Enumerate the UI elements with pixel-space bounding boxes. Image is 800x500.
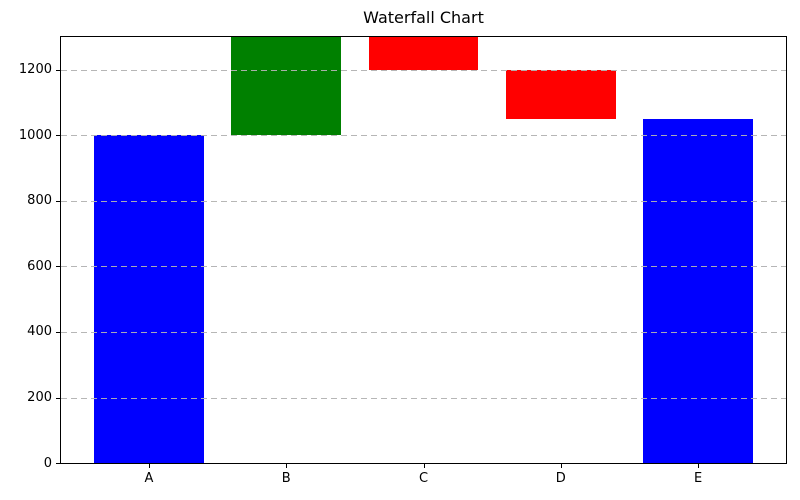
y-tick-mark <box>56 135 60 137</box>
chart-title: Waterfall Chart <box>363 8 484 27</box>
x-tick-mark <box>423 464 425 468</box>
x-tick-mark <box>286 464 288 468</box>
y-tick-label: 800 <box>27 193 52 209</box>
y-tick-label: 0 <box>43 455 52 471</box>
x-tick-mark <box>148 464 150 468</box>
plot-area <box>60 36 787 464</box>
y-tick-mark <box>56 69 60 71</box>
x-tick-label: E <box>693 471 703 486</box>
gridline-y-200 <box>61 397 786 399</box>
gridline-y-400 <box>61 331 786 333</box>
x-tick-label: C <box>418 471 429 486</box>
y-tick-mark <box>56 331 60 333</box>
gridline-y-1000 <box>61 135 786 137</box>
bar-D <box>505 69 616 119</box>
bar-E <box>643 118 753 463</box>
y-tick-mark <box>56 397 60 399</box>
y-tick-label: 600 <box>27 258 52 274</box>
y-tick-mark <box>56 266 60 268</box>
bar-B <box>231 37 342 136</box>
y-tick-label: 400 <box>27 324 52 340</box>
x-tick-label: A <box>144 471 154 486</box>
y-tick-label: 1000 <box>18 127 52 143</box>
bar-A <box>94 135 204 463</box>
x-tick-mark <box>560 464 562 468</box>
bar-C <box>368 37 479 70</box>
y-tick-label: 200 <box>27 390 52 405</box>
y-tick-label: 1200 <box>18 62 52 78</box>
x-tick-mark <box>698 464 700 468</box>
gridline-y-600 <box>61 266 786 268</box>
y-tick-mark <box>56 463 60 464</box>
gridline-y-800 <box>61 200 786 202</box>
y-tick-mark <box>56 200 60 202</box>
gridline-y-1200 <box>61 69 786 71</box>
x-tick-label: B <box>281 471 291 486</box>
x-tick-label: D <box>555 471 566 486</box>
